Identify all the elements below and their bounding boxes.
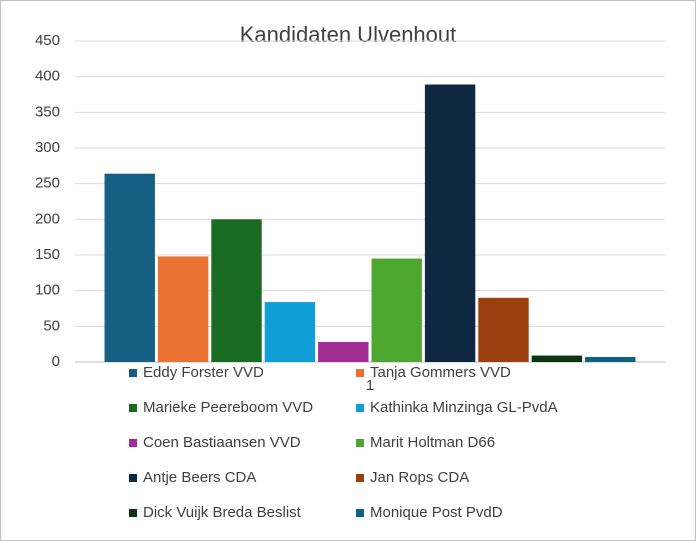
legend-label: Marit Holtman D66 (370, 434, 495, 451)
y-tick-label: 100 (35, 282, 60, 299)
legend-marker (129, 439, 137, 447)
bar (531, 355, 583, 362)
legend-marker (356, 509, 364, 517)
bar (424, 84, 476, 362)
bar (585, 357, 636, 362)
legend-label: Kathinka Minzinga GL-PvdA (370, 399, 558, 416)
legend-marker (129, 404, 137, 412)
chart-title: Kandidaten Ulvenhout (240, 22, 457, 47)
legend-marker (356, 439, 364, 447)
legend-label: Monique Post PvdD (370, 504, 503, 521)
legend-marker (129, 369, 137, 377)
x-tick-label: 1 (366, 377, 374, 394)
legend-label: Tanja Gommers VVD (370, 364, 511, 381)
y-tick-label: 400 (35, 68, 60, 85)
legend-label: Jan Rops CDA (370, 469, 469, 486)
y-tick-label: 200 (35, 210, 60, 227)
bar (371, 258, 422, 362)
legend-label: Dick Vuijk Breda Beslist (143, 504, 302, 521)
y-tick-label: 350 (35, 103, 60, 120)
y-tick-label: 300 (35, 139, 60, 156)
legend-marker (356, 369, 364, 377)
legend-label: Marieke Peereboom VVD (143, 399, 313, 416)
legend-label: Antje Beers CDA (143, 469, 256, 486)
bar (104, 173, 155, 362)
bar (318, 342, 369, 362)
legend-marker (356, 474, 364, 482)
y-tick-label: 250 (35, 175, 60, 192)
legend-marker (129, 509, 137, 517)
legend-label: Eddy Forster VVD (143, 364, 264, 381)
bar (264, 302, 316, 362)
legend-marker (356, 404, 364, 412)
y-tick-label: 50 (43, 317, 60, 334)
bar (157, 256, 209, 362)
y-tick-label: 150 (35, 246, 60, 263)
y-tick-label: 0 (52, 353, 60, 370)
bar (211, 219, 262, 362)
legend-marker (129, 474, 137, 482)
bar (478, 297, 529, 362)
y-tick-label: 450 (35, 32, 60, 49)
legend-label: Coen Bastiaansen VVD (143, 434, 301, 451)
